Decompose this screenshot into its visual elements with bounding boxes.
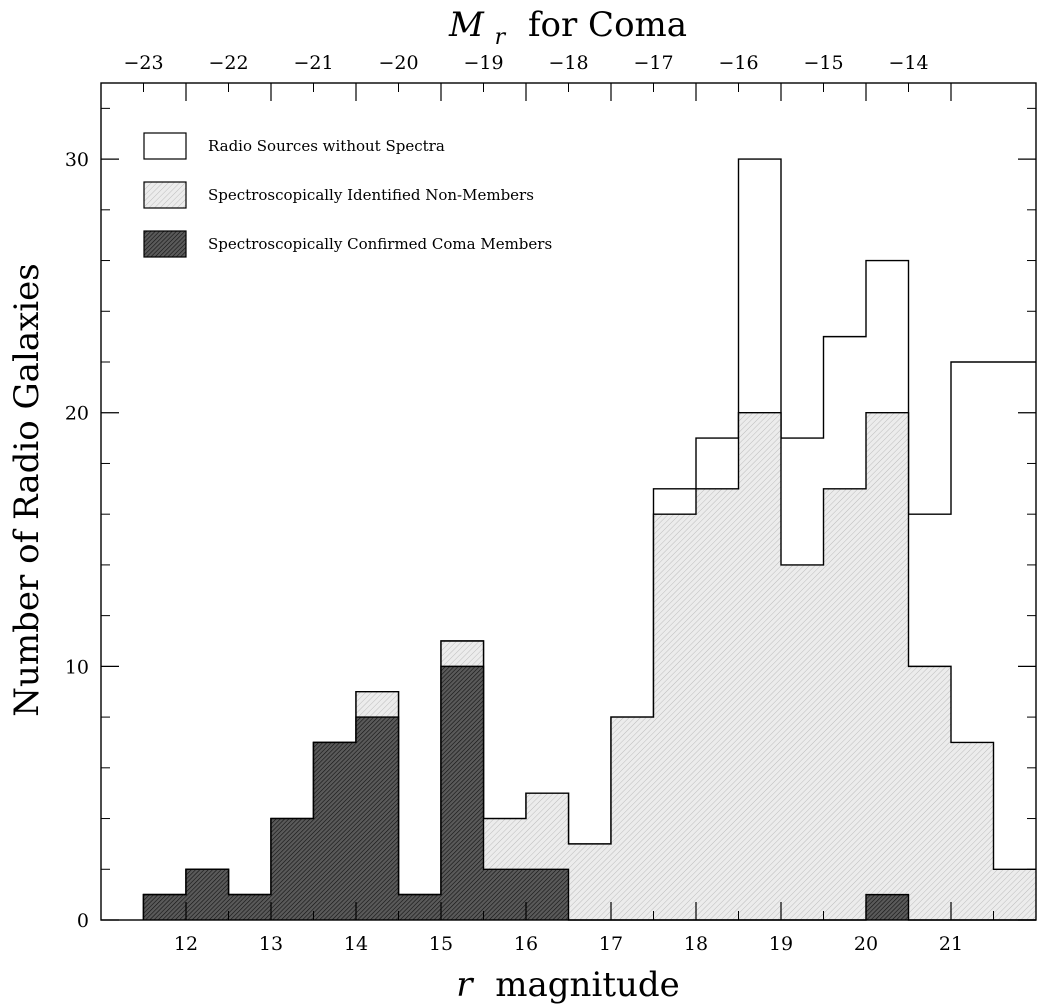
x-tick-label: 19 — [769, 933, 793, 955]
series-3 — [142, 665, 1036, 921]
top-tick-label: −16 — [718, 52, 758, 74]
top-tick-label: −18 — [548, 52, 588, 74]
y-tick-label: 30 — [65, 149, 89, 171]
top-axis-title-italic: M — [448, 5, 485, 45]
x-tick-label: 12 — [174, 933, 198, 955]
bar-series3-bin10 — [526, 869, 569, 920]
bar-series3-bin3 — [228, 894, 271, 920]
bar-series3-bin2 — [186, 869, 229, 920]
y-axis-title: Number of Radio Galaxies — [7, 263, 47, 716]
bar-series2-bin19 — [908, 666, 951, 920]
bar-series2-bin18 — [866, 412, 909, 920]
bar-series2-bin13 — [653, 514, 696, 920]
bar-series2-bin15 — [738, 412, 781, 920]
bar-series2-bin12 — [611, 717, 654, 920]
bar-series3-bin4 — [271, 818, 314, 920]
y-tick-label: 0 — [77, 910, 89, 932]
bars-layer — [142, 158, 1036, 921]
x-tick-label: 18 — [684, 933, 708, 955]
x-tick-label: 15 — [429, 933, 453, 955]
legend-label-1: Radio Sources without Spectra — [208, 137, 445, 155]
bar-series3-bin9 — [483, 869, 526, 920]
x-tick-label: 13 — [259, 933, 283, 955]
bar-series2-bin14 — [696, 488, 739, 920]
top-tick-label: −17 — [633, 52, 673, 74]
y-tick-label: 10 — [65, 656, 89, 678]
x-tick-label: 20 — [854, 933, 878, 955]
y-tick-label: 20 — [65, 403, 89, 425]
legend: Radio Sources without Spectra Spectroscop… — [143, 132, 552, 258]
x-axis-title-rest: magnitude — [495, 965, 680, 1005]
bar-series2-bin17 — [823, 488, 866, 920]
x-tick-label: 21 — [939, 933, 963, 955]
x-tick-label: 16 — [514, 933, 538, 955]
bar-series3-bin5 — [313, 742, 356, 920]
bar-series2-bin21 — [993, 869, 1036, 920]
legend-swatch-3 — [143, 230, 187, 258]
top-tick-label: −23 — [123, 52, 163, 74]
bar-series1-bin21 — [993, 362, 1036, 920]
bar-series3-bin18 — [866, 894, 909, 920]
bar-series3-bin7 — [398, 894, 441, 920]
bar-series3-bin1 — [143, 894, 186, 920]
legend-swatch-2 — [143, 181, 187, 209]
bar-series2-bin11 — [568, 843, 611, 920]
top-tick-label: −22 — [208, 52, 248, 74]
x-tick-label: 14 — [344, 933, 368, 955]
top-tick-label: −15 — [803, 52, 843, 74]
top-tick-label: −19 — [463, 52, 503, 74]
bar-series2-bin20 — [951, 742, 994, 920]
legend-label-3: Spectroscopically Confirmed Coma Members — [208, 235, 552, 253]
bar-series2-bin16 — [781, 564, 824, 920]
legend-swatch-1 — [143, 132, 187, 160]
top-tick-label: −21 — [293, 52, 333, 74]
top-axis-title-sub: r — [495, 25, 507, 50]
x-axis-title-italic: r — [456, 965, 474, 1005]
top-tick-label: −20 — [378, 52, 418, 74]
bar-series3-bin6 — [356, 717, 399, 920]
bar-series3-bin8 — [441, 666, 484, 920]
top-tick-label: −14 — [888, 52, 928, 74]
x-axis-title: r magnitude — [456, 965, 680, 1005]
legend-label-2: Spectroscopically Identified Non-Members — [208, 186, 534, 204]
axes-layer: 12 13 14 15 16 17 18 19 20 21 −23 −22 −21 −20 −19 −18 −1… — [65, 52, 1037, 955]
x-tick-label: 17 — [599, 933, 623, 955]
top-axis-title-rest: for Coma — [528, 5, 687, 45]
top-axis-title: M r for Coma — [448, 5, 687, 53]
